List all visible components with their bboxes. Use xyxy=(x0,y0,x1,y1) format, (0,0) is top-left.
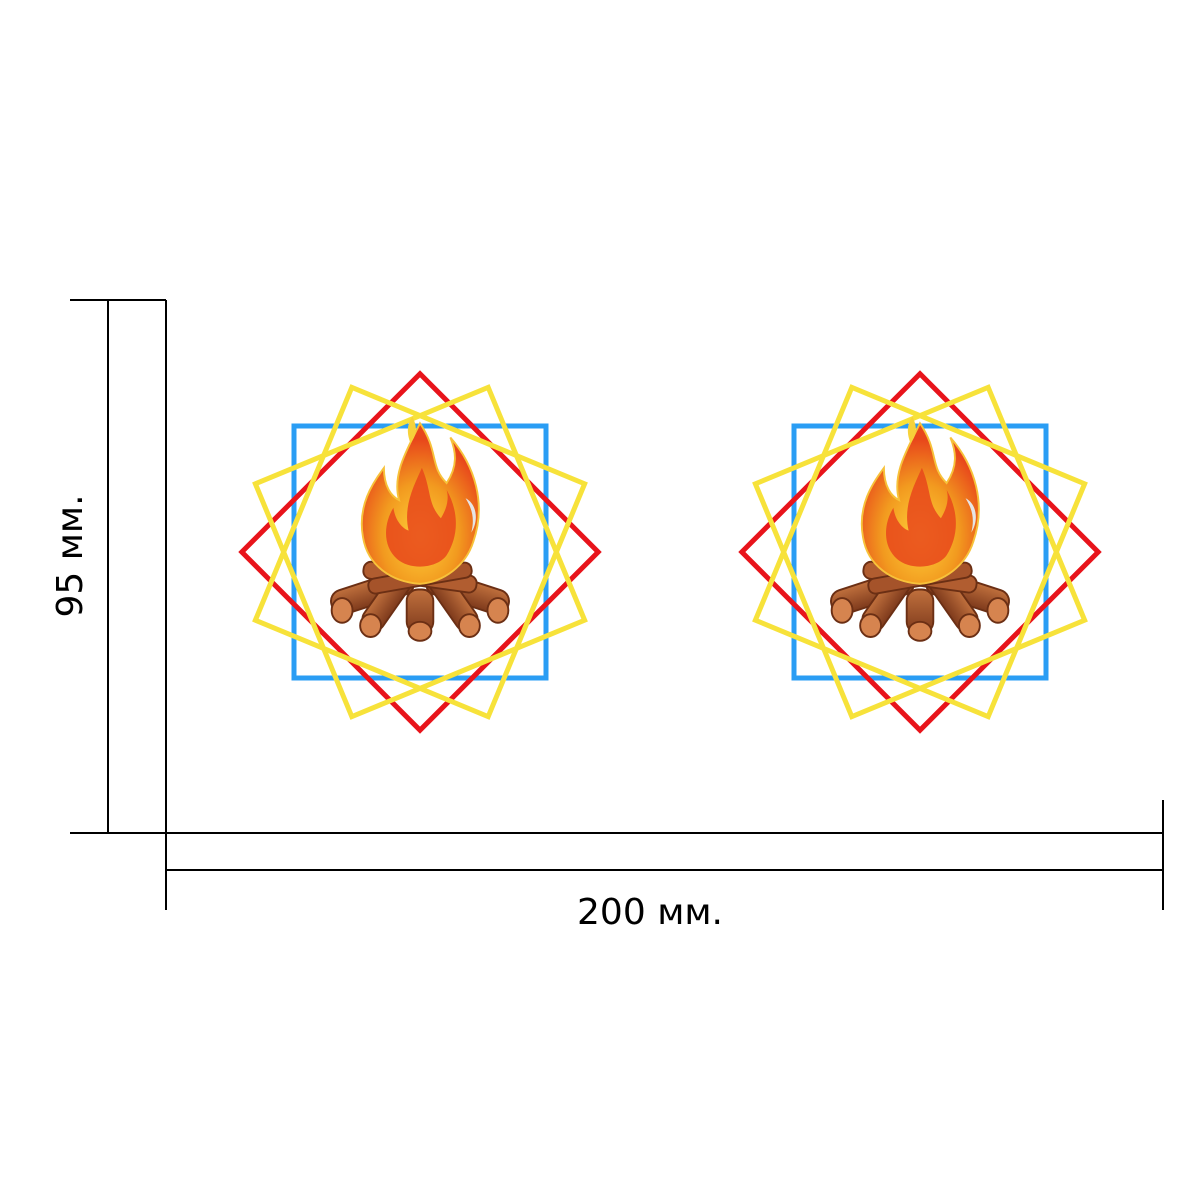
emblem-right xyxy=(742,374,1098,730)
width-label: 200 мм. xyxy=(577,892,723,933)
height-label: 95 мм. xyxy=(50,494,91,617)
width-dimension xyxy=(165,800,1164,910)
height-dimension xyxy=(70,299,167,834)
emblem-left xyxy=(242,374,598,730)
